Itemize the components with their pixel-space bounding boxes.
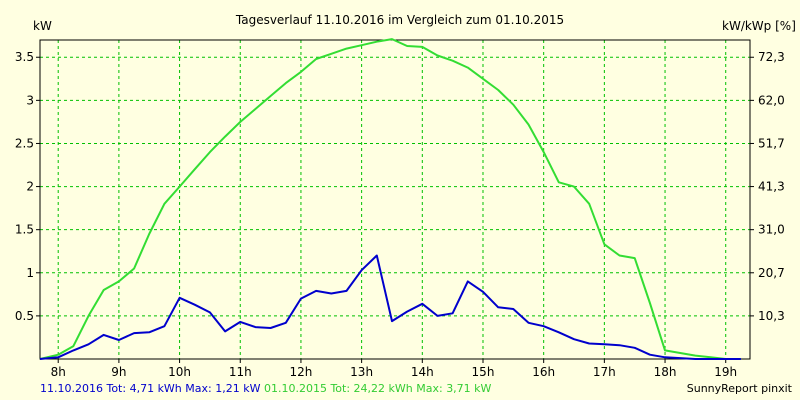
y-axis-label-left: kW bbox=[33, 19, 52, 33]
x-tick-label-0: 8h bbox=[51, 365, 66, 379]
x-tick-label-6: 14h bbox=[411, 365, 434, 379]
y-tick-label-right-5: 62,0 bbox=[758, 93, 785, 107]
plot-area bbox=[40, 40, 750, 359]
x-tick-label-7: 15h bbox=[472, 365, 495, 379]
series-line-s2016 bbox=[39, 254, 741, 360]
y-axis-label-right: kW/kWp [%] bbox=[722, 19, 796, 33]
footer-2015-summary: 01.10.2015 Tot: 24,22 kWh Max: 3,71 kW bbox=[263, 382, 492, 395]
x-tick-label-1: 9h bbox=[111, 365, 126, 379]
y-tick-label-left-5: 3 bbox=[26, 93, 34, 107]
x-tick-label-9: 17h bbox=[593, 365, 616, 379]
x-tick-label-3: 11h bbox=[229, 365, 252, 379]
y-tick-label-left-0: 0.5 bbox=[15, 309, 34, 323]
y-tick-label-left-1: 1 bbox=[26, 266, 34, 280]
chart-title: Tagesverlauf 11.10.2016 im Vergleich zum… bbox=[235, 13, 564, 27]
y-tick-label-right-2: 31,0 bbox=[758, 223, 785, 237]
x-tick-label-8: 16h bbox=[532, 365, 555, 379]
grid bbox=[40, 40, 750, 359]
x-tick-label-2: 10h bbox=[168, 365, 191, 379]
y-tick-label-right-0: 10,3 bbox=[758, 309, 785, 323]
y-tick-label-left-4: 2.5 bbox=[15, 136, 34, 150]
y-tick-label-right-6: 72,3 bbox=[758, 50, 785, 64]
y-tick-label-left-3: 2 bbox=[26, 180, 34, 194]
footer-credit: SunnyReport pinxit bbox=[686, 382, 792, 395]
series-line-s2015 bbox=[39, 38, 741, 360]
y-tick-label-right-3: 41,3 bbox=[758, 180, 785, 194]
y-tick-label-right-1: 20,7 bbox=[758, 266, 785, 280]
y-tick-label-left-2: 1.5 bbox=[15, 223, 34, 237]
footer-2016-summary: 11.10.2016 Tot: 4,71 kWh Max: 1,21 kW bbox=[40, 382, 261, 395]
ticks: 8h 9h 10h 11h 12h 13h 14h 15h 16h 17h 18h 19h 0.5 1 1.… bbox=[15, 50, 785, 379]
x-tick-label-4: 12h bbox=[290, 365, 313, 379]
y-tick-label-left-6: 3.5 bbox=[15, 50, 34, 64]
x-tick-label-10: 18h bbox=[654, 365, 677, 379]
x-tick-label-5: 13h bbox=[350, 365, 373, 379]
x-tick-label-11: 19h bbox=[714, 365, 737, 379]
series-group bbox=[39, 38, 741, 360]
y-tick-label-right-4: 51,7 bbox=[758, 136, 785, 150]
footer-summary: 11.10.2016 Tot: 4,71 kWh Max: 1,21 kW 01… bbox=[40, 382, 491, 395]
